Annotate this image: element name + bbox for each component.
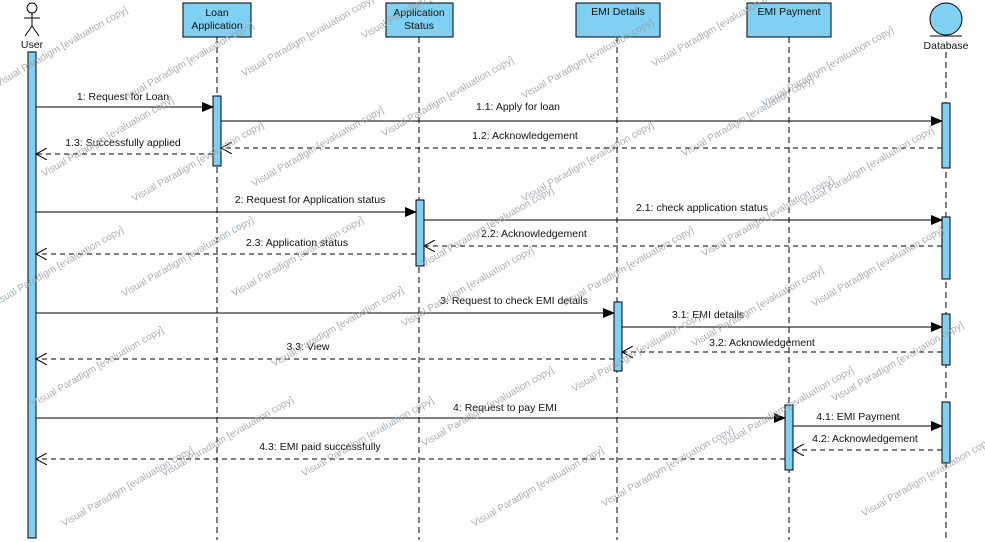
participant-label: EMI Details <box>591 6 645 18</box>
participant-label-line1: Application <box>393 7 445 19</box>
participant-label-line2: Status <box>404 20 434 32</box>
message-label: 2.3: Application status <box>246 237 348 249</box>
message-3-3[interactable]: 3.3: View <box>36 341 614 359</box>
message-2[interactable]: 2: Request for Application status <box>36 194 417 217</box>
activation-status <box>415 199 425 267</box>
participant-label: User <box>21 39 44 51</box>
actor-icon <box>24 2 40 37</box>
activation-db-3 <box>941 313 951 366</box>
participant-label: EMI Payment <box>757 6 820 18</box>
message-label: 2: Request for Application status <box>235 194 386 206</box>
message-label: 4.1: EMI Payment <box>816 411 900 423</box>
message-3-1[interactable]: 3.1: EMI details <box>622 309 943 332</box>
activation-user <box>27 51 37 539</box>
message-1-1[interactable]: 1.1: Apply for loan <box>221 101 943 126</box>
participant-user[interactable]: User <box>21 2 44 51</box>
entity-icon <box>929 2 963 36</box>
message-label: 4: Request to pay EMI <box>453 402 557 414</box>
activation-db-1 <box>941 102 951 169</box>
message-4-1[interactable]: 4.1: EMI Payment <box>793 411 943 431</box>
message-1-3[interactable]: 1.3: Successfully applied <box>36 137 213 154</box>
activation-db-2 <box>941 216 951 280</box>
message-4-3[interactable]: 4.3: EMI paid successfully <box>36 441 785 459</box>
message-3[interactable]: 3: Request to check EMI details <box>36 295 615 318</box>
participant-label: Database <box>924 40 969 52</box>
message-label: 1.3: Successfully applied <box>65 137 181 149</box>
activations <box>27 51 951 539</box>
message-label: 1.2: Acknowledgement <box>472 130 578 142</box>
message-label: 2.1: check application status <box>636 202 768 214</box>
activation-loan <box>212 95 222 167</box>
participant-application-status[interactable]: Application Status <box>385 2 454 38</box>
message-label: 3.2: Acknowledgement <box>709 337 815 349</box>
messages: 1: Request for Loan 1.1: Apply for loan … <box>36 91 943 459</box>
message-3-2[interactable]: 3.2: Acknowledgement <box>622 337 942 352</box>
participant-label-line2: Application <box>191 20 243 32</box>
message-4[interactable]: 4: Request to pay EMI <box>36 402 786 423</box>
participant-label-line1: Loan <box>205 7 229 19</box>
participant-loan-application[interactable]: Loan Application <box>182 2 252 38</box>
participant-emi-payment[interactable]: EMI Payment <box>746 2 832 38</box>
participant-emi-details[interactable]: EMI Details <box>575 2 661 38</box>
activation-pay <box>784 404 794 471</box>
message-label: 3.1: EMI details <box>672 309 744 321</box>
message-2-3[interactable]: 2.3: Application status <box>36 237 416 254</box>
message-label: 3: Request to check EMI details <box>440 295 588 307</box>
message-label: 1.1: Apply for loan <box>476 101 560 113</box>
message-4-2[interactable]: 4.2: Acknowledgement <box>793 433 942 450</box>
message-label: 2.2: Acknowledgement <box>481 228 587 240</box>
participant-database[interactable]: Database <box>924 2 969 52</box>
message-label: 3.3: View <box>287 341 330 353</box>
message-2-1[interactable]: 2.1: check application status <box>424 202 943 225</box>
message-label: 4.2: Acknowledgement <box>812 433 918 445</box>
message-2-2[interactable]: 2.2: Acknowledgement <box>424 228 942 246</box>
message-1-2[interactable]: 1.2: Acknowledgement <box>221 130 942 148</box>
message-label: 1: Request for Loan <box>77 91 169 103</box>
message-1[interactable]: 1: Request for Loan <box>36 91 214 112</box>
message-label: 4.3: EMI paid successfully <box>259 441 381 453</box>
activation-db-4 <box>941 401 951 464</box>
activation-emi <box>613 301 623 372</box>
